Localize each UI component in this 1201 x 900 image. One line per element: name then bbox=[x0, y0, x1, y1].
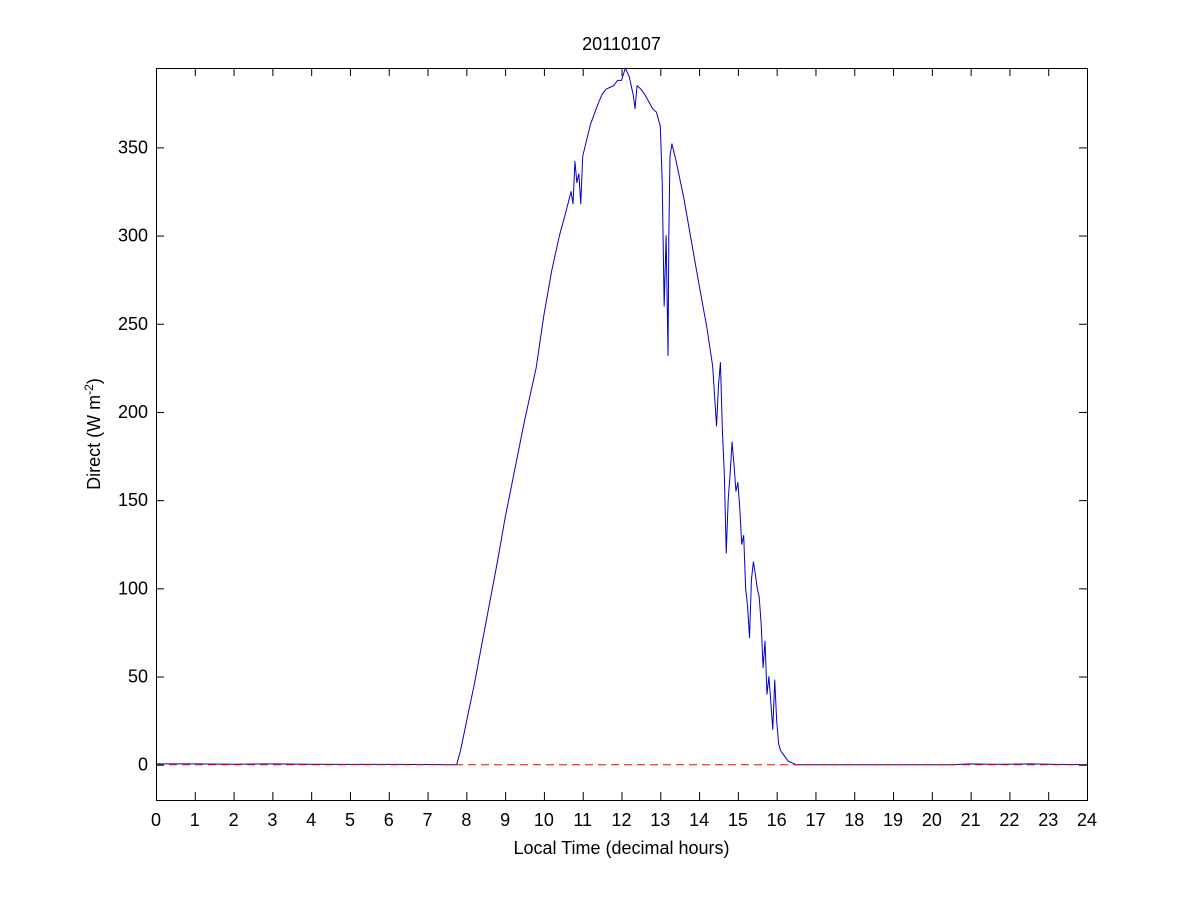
y-tick-label: 200 bbox=[118, 402, 148, 422]
x-tick-label: 13 bbox=[650, 810, 670, 830]
x-tick-label: 24 bbox=[1077, 810, 1097, 830]
series-layer bbox=[156, 67, 1088, 766]
y-axis-label-superscript: -2 bbox=[82, 384, 96, 395]
x-tick-label: 18 bbox=[844, 810, 864, 830]
x-tick-label: 11 bbox=[573, 810, 592, 830]
direct-irradiance-line bbox=[156, 67, 1088, 766]
y-tick-label: 150 bbox=[118, 490, 148, 510]
x-tick-label: 23 bbox=[1038, 810, 1058, 830]
chart-title: 20110107 bbox=[582, 34, 661, 54]
x-tick-label: 10 bbox=[534, 810, 554, 830]
x-tick-label: 1 bbox=[190, 810, 200, 830]
x-tick-label: 2 bbox=[229, 810, 239, 830]
x-tick-label: 21 bbox=[961, 810, 981, 830]
y-tick-label: 350 bbox=[118, 137, 148, 157]
x-tick-label: 5 bbox=[345, 810, 355, 830]
x-tick-label: 3 bbox=[267, 810, 277, 830]
x-tick-label: 15 bbox=[728, 810, 748, 830]
x-tick-label: 16 bbox=[767, 810, 787, 830]
plot-frame bbox=[156, 68, 1088, 801]
x-tick-label: 6 bbox=[384, 810, 394, 830]
y-axis-ticks: 0 50 100 150 200 250 300 350 bbox=[118, 137, 1087, 775]
x-tick-label: 8 bbox=[461, 810, 471, 830]
y-axis-label: Direct (W m-2) bbox=[82, 378, 104, 490]
x-tick-label: 0 bbox=[151, 810, 161, 830]
x-tick-label: 20 bbox=[922, 810, 942, 830]
x-tick-label: 12 bbox=[611, 810, 631, 830]
y-tick-label: 0 bbox=[138, 755, 148, 775]
y-axis-label-suffix: ) bbox=[84, 378, 104, 384]
x-tick-label: 7 bbox=[423, 810, 433, 830]
x-tick-label: 22 bbox=[999, 810, 1019, 830]
plot-area bbox=[156, 68, 1087, 800]
x-tick-label: 17 bbox=[805, 810, 825, 830]
y-tick-label: 100 bbox=[118, 578, 148, 598]
x-tick-label: 4 bbox=[306, 810, 316, 830]
x-tick-label: 14 bbox=[689, 810, 709, 830]
y-axis-label-prefix: Direct (W m bbox=[84, 395, 104, 490]
y-tick-label: 300 bbox=[118, 226, 148, 246]
x-axis-ticks: 0 1 2 3 4 5 6 7 8 9 10 11 12 13 14 15 16 17 18 19 20 21 22 23 24 bbox=[151, 68, 1097, 830]
y-tick-label: 50 bbox=[128, 667, 148, 687]
x-axis-label: Local Time (decimal hours) bbox=[513, 838, 729, 858]
x-tick-label: 9 bbox=[500, 810, 510, 830]
x-tick-label: 19 bbox=[883, 810, 903, 830]
y-tick-label: 250 bbox=[118, 314, 148, 334]
